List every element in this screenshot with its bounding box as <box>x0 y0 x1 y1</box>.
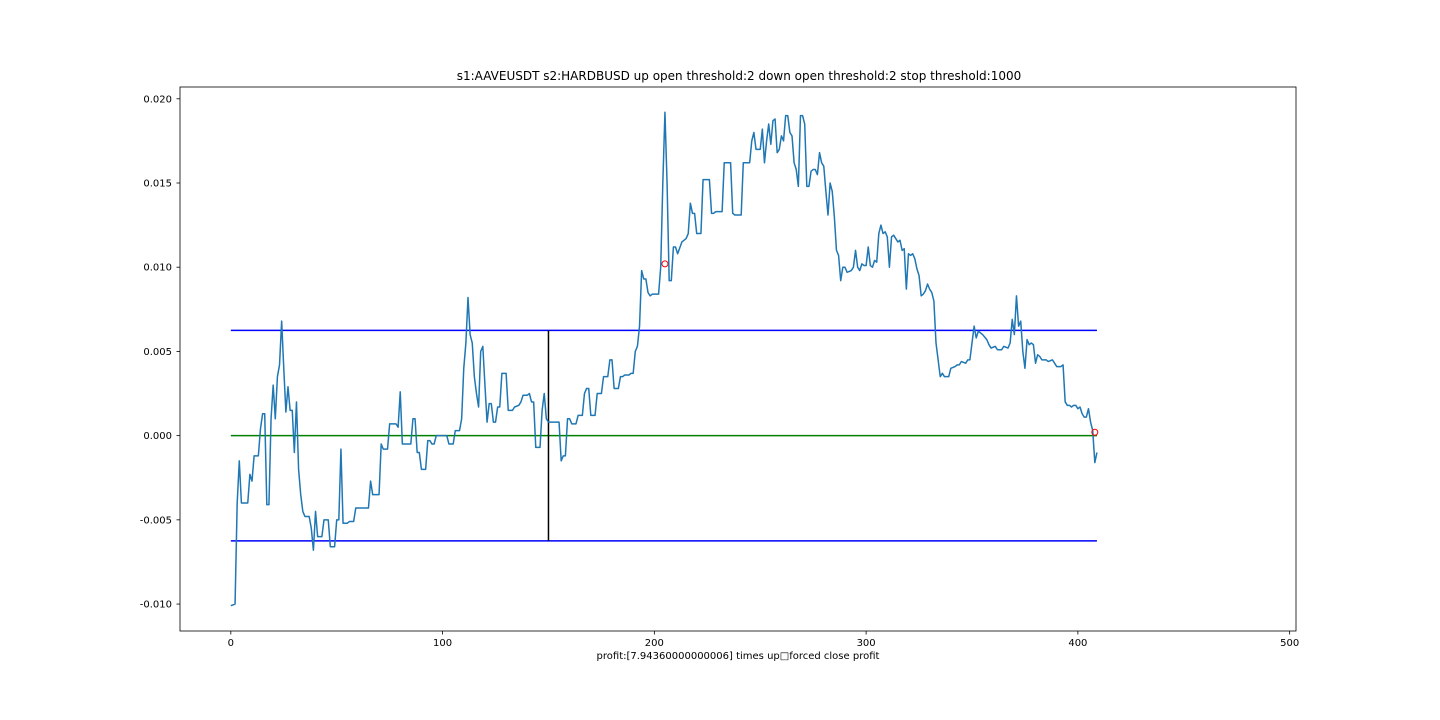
y-tick-label-6: 0.020 <box>143 94 172 105</box>
y-tick-label-0: -0.010 <box>140 600 172 611</box>
y-tick-label-2: 0.000 <box>143 431 172 442</box>
y-axis: -0.010 -0.005 0.000 0.005 0.010 0.015 0.020 <box>140 94 180 611</box>
marker-0 <box>661 260 669 268</box>
y-tick-label-4: 0.010 <box>143 263 172 274</box>
x-tick-label-0: 0 <box>228 638 234 649</box>
x-tick-label-5: 500 <box>1280 638 1299 649</box>
x-tick-label-2: 200 <box>645 638 664 649</box>
series-line-0 <box>230 111 1098 607</box>
x-axis-label: profit:[7.94360000000006] times up□force… <box>597 651 880 662</box>
chart-title: s1:AAVEUSDT s2:HARDBUSD up open threshol… <box>457 69 1022 83</box>
x-axis: 0 100 200 300 400 500 <box>228 631 1299 649</box>
plot-frame <box>179 86 1297 632</box>
marker-1 <box>1091 428 1099 436</box>
x-tick-label-1: 100 <box>433 638 452 649</box>
x-tick-label-4: 400 <box>1068 638 1087 649</box>
plot-area <box>230 111 1099 607</box>
y-tick-label-1: -0.005 <box>140 515 172 526</box>
y-tick-label-3: 0.005 <box>143 347 172 358</box>
y-tick-label-5: 0.015 <box>143 179 172 190</box>
x-tick-label-3: 300 <box>857 638 876 649</box>
